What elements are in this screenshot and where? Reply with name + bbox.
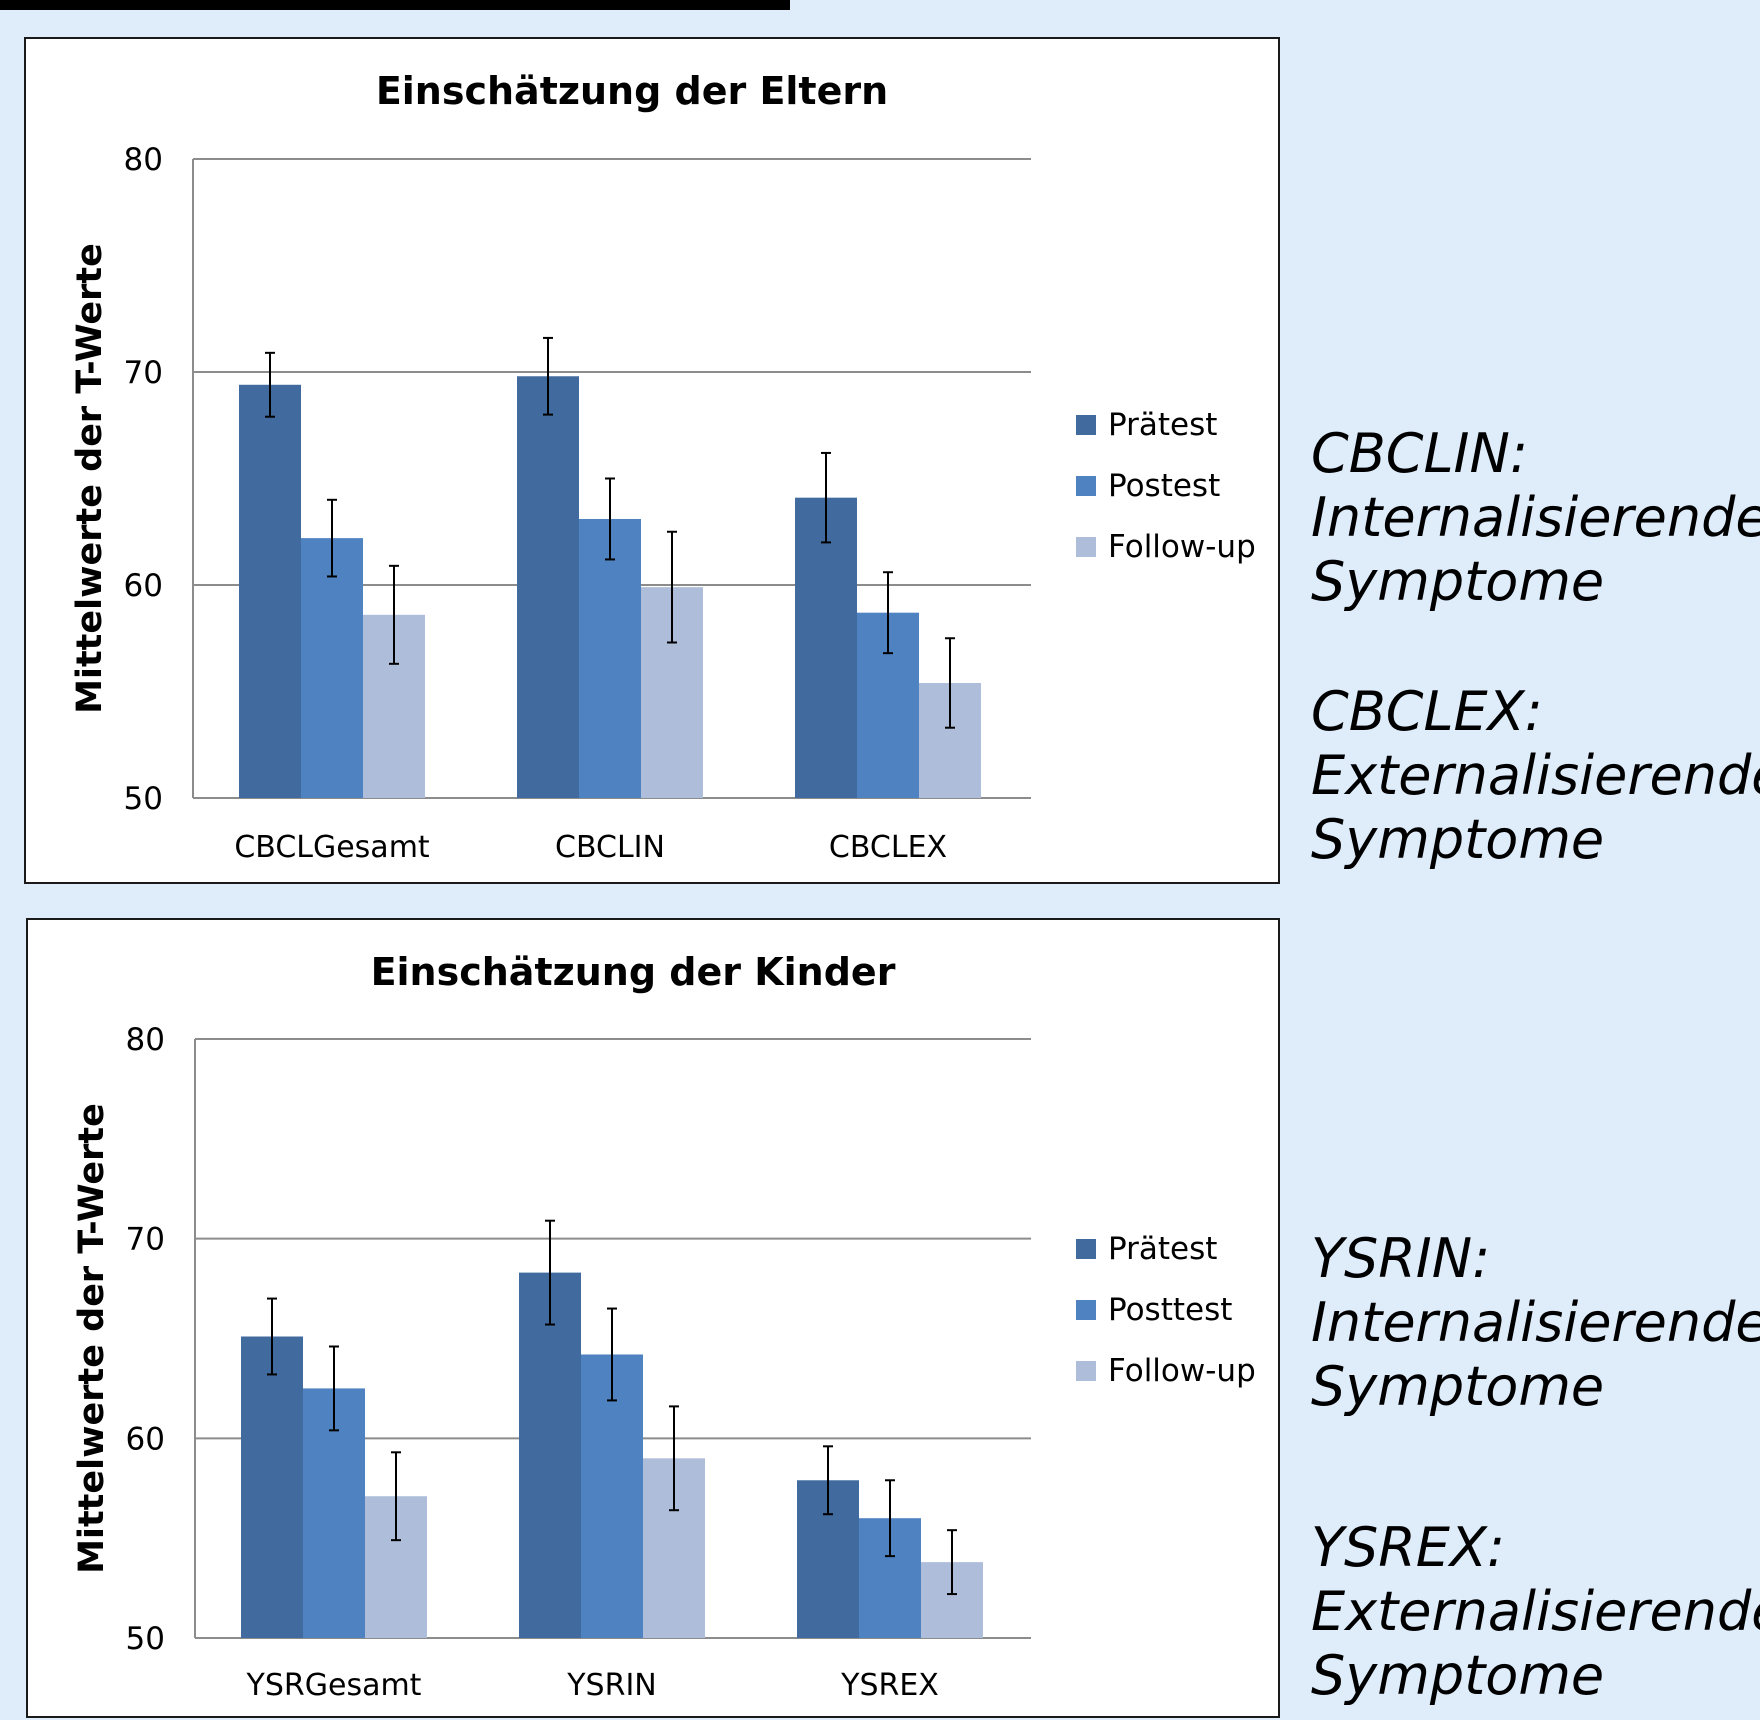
note-line: Symptome [1311,1355,1605,1418]
chart-title: Einschätzung der Kinder [371,950,896,994]
y-tick-label: 80 [126,1022,165,1058]
legend-swatch [1076,1300,1096,1320]
legend-label: Follow-up [1108,529,1256,565]
header-underline-bar [0,0,790,10]
bar [241,1336,303,1638]
y-tick-label: 80 [124,142,163,178]
note-term: CBCLIN: [1311,422,1529,485]
category-label: YSRGesamt [246,1668,422,1703]
bar [795,497,857,798]
bar [239,384,301,798]
bar [519,1272,581,1638]
y-tick-label: 70 [124,355,163,391]
category-label: YSRIN [566,1668,657,1703]
legend-swatch [1076,537,1096,557]
note-line: Symptome [1311,808,1605,871]
note-term: YSRIN: [1311,1227,1491,1290]
note-ysrin: YSRIN: Internalisierende Symptome [1311,1227,1760,1419]
legend-label: Prätest [1108,407,1217,443]
chart-eltern: Einschätzung der Eltern 50 60 70 80 Mittelwer… [70,69,1256,865]
legend-swatch [1076,476,1096,496]
legend-label: Prätest [1108,1231,1217,1267]
note-cbclex: CBCLEX: Externalisierende Symptome [1311,680,1760,872]
note-line: Externalisierende [1311,1580,1760,1643]
legend-swatch [1076,1239,1096,1259]
y-axis-label: Mittelwerte der T-Werte [72,1103,112,1574]
chart-title: Einschätzung der Eltern [376,69,888,113]
category-label: CBCLGesamt [234,830,430,865]
bar [517,376,579,798]
y-tick-label: 70 [126,1222,165,1258]
note-line: Internalisierende [1311,1291,1760,1354]
note-line: Symptome [1311,550,1605,613]
legend-label: Posttest [1108,1292,1232,1328]
chart-kinder: Einschätzung der Kinder 50 60 70 80 Mittelwer… [72,950,1256,1703]
note-cbclin: CBCLIN: Internalisierende Symptome [1311,422,1760,614]
y-tick-label: 50 [126,1621,165,1657]
y-tick-label: 60 [126,1421,165,1457]
legend-swatch [1076,1361,1096,1381]
chart-panel-kinder: Einschätzung der Kinder 50 60 70 80 Mittelwer… [26,918,1280,1718]
category-label: YSREX [840,1668,939,1703]
note-line: Internalisierende [1311,486,1760,549]
legend-label: Postest [1108,468,1220,504]
category-label: CBCLEX [829,830,947,865]
note-ysrex: YSREX: Externalisierende Symptome [1311,1516,1760,1708]
category-label: CBCLIN [555,830,665,865]
bar [581,1354,643,1638]
y-tick-label: 60 [124,568,163,604]
note-line: Externalisierende [1311,744,1760,807]
chart-panel-eltern: Einschätzung der Eltern 50 60 70 80 Mittelwer… [24,37,1280,884]
abbreviation-notes: CBCLIN: Internalisierende Symptome CBCLE… [1311,0,1760,1709]
legend-label: Follow-up [1108,1353,1256,1389]
note-line: Symptome [1311,1644,1605,1707]
bar [579,518,641,798]
legend-swatch [1076,415,1096,435]
bar [301,538,363,798]
y-tick-label: 50 [124,781,163,817]
note-term: CBCLEX: [1311,680,1543,743]
note-term: YSREX: [1311,1516,1506,1579]
y-axis-label: Mittelwerte der T-Werte [70,243,110,714]
